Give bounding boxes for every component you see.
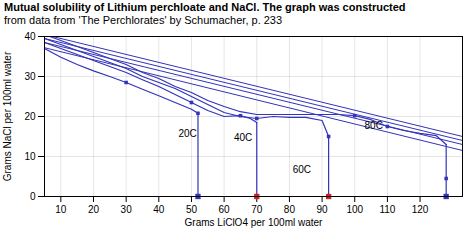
svg-text:40: 40 <box>24 31 36 42</box>
html-text:Mutual solubility of Lithium p: Mutual solubility of Lithium perchloate … <box>4 1 406 13</box>
svg-text:50: 50 <box>186 204 198 215</box>
svg-text:10: 10 <box>24 151 36 162</box>
svg-text:30: 30 <box>24 71 36 82</box>
svg-text:60: 60 <box>219 204 231 215</box>
svg-text:90: 90 <box>317 204 329 215</box>
html-text:from data from 'The Perchlorat: from data from 'The Perchlorates' by Sch… <box>4 14 283 26</box>
svg-text:20C: 20C <box>178 128 196 139</box>
svg-text:20: 20 <box>24 111 36 122</box>
svg-text:Grams NaCl per 100ml water: Grams NaCl per 100ml water <box>2 51 13 181</box>
svg-text:Grams LiClO4 per 100ml water: Grams LiClO4 per 100ml water <box>185 217 323 228</box>
svg-text:80: 80 <box>284 204 296 215</box>
svg-text:10: 10 <box>55 204 67 215</box>
svg-text:100: 100 <box>346 204 363 215</box>
svg-text:0: 0 <box>30 191 36 202</box>
svg-text:60C: 60C <box>293 164 311 175</box>
svg-text:120: 120 <box>412 204 429 215</box>
svg-text:40C: 40C <box>234 132 252 143</box>
svg-text:110: 110 <box>379 204 395 215</box>
svg-text:30: 30 <box>121 204 133 215</box>
svg-text:70: 70 <box>251 204 263 215</box>
svg-text:40: 40 <box>153 204 165 215</box>
svg-text:20: 20 <box>88 204 100 215</box>
svg-text:80C: 80C <box>365 120 383 131</box>
